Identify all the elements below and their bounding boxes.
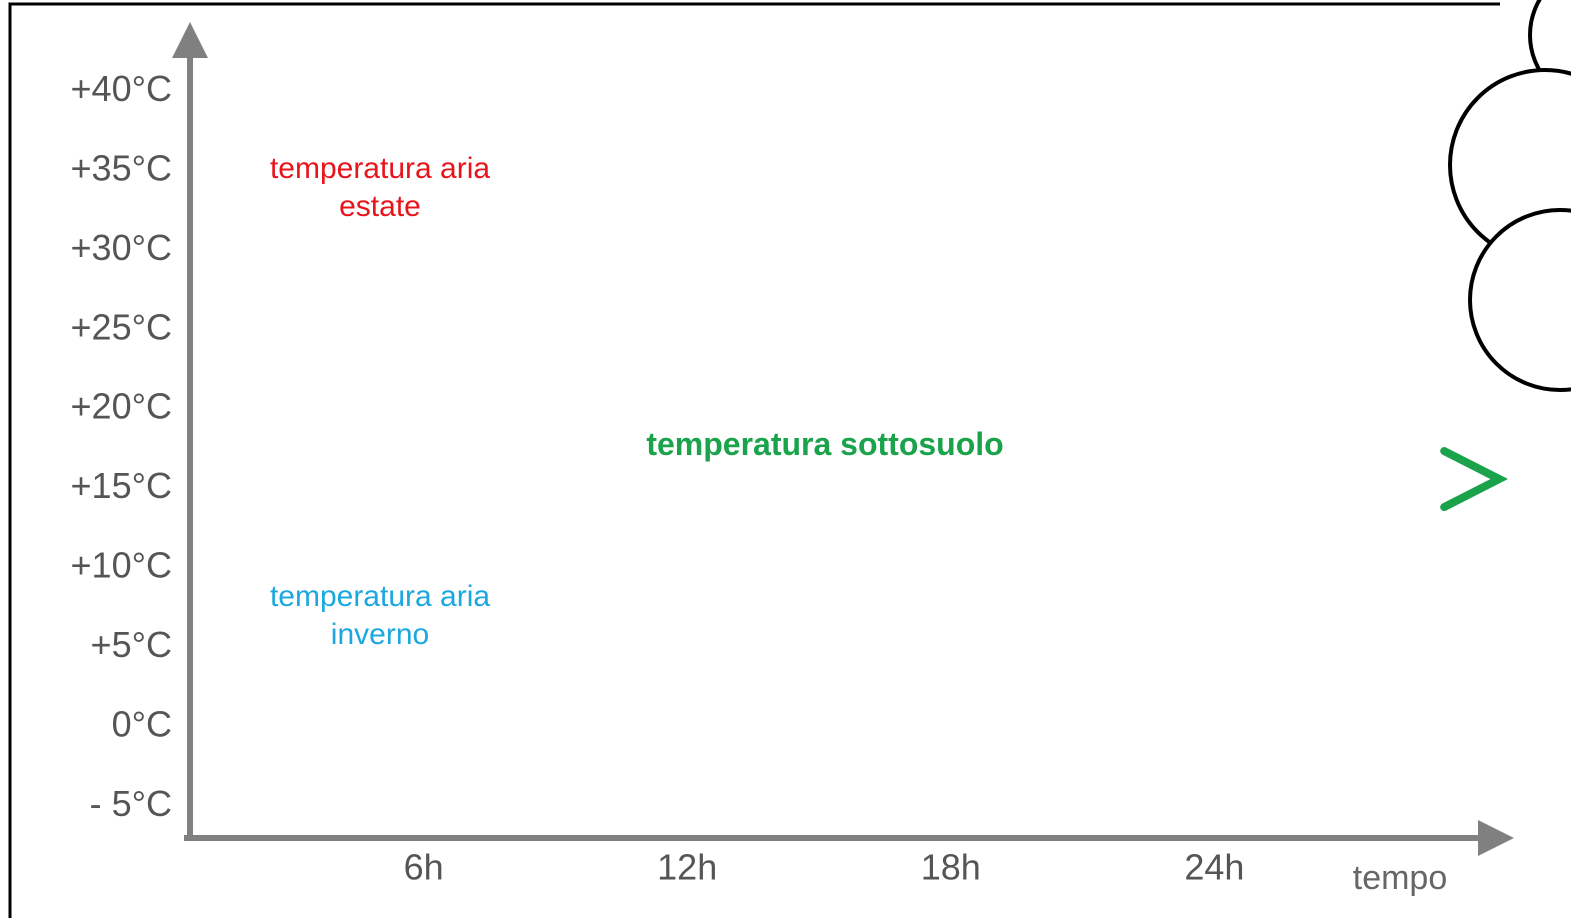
x-tick-label: 24h <box>1184 847 1244 888</box>
x-tick-label: 6h <box>404 847 444 888</box>
y-tick-label: +15°C <box>71 465 172 506</box>
cloud-drawing <box>1450 0 1571 390</box>
page: tempo +40°C +35°C +30°C +25°C +20°C +15°C +10°… <box>0 0 1571 922</box>
y-tick-label: +5°C <box>91 624 172 665</box>
x-tick-label: 18h <box>921 847 981 888</box>
y-tick-label: +35°C <box>71 147 172 188</box>
y-tick-label: +10°C <box>71 545 172 586</box>
y-tick-label: +25°C <box>71 306 172 347</box>
x-tick-label: 12h <box>657 847 717 888</box>
y-tick-label: 0°C <box>112 703 172 744</box>
y-tick-label: - 5°C <box>90 783 172 824</box>
y-tick-label: +20°C <box>71 386 172 427</box>
series-label: temperatura aria estate <box>230 150 530 226</box>
arrow-head <box>1444 451 1499 507</box>
y-tick-label: +40°C <box>71 68 172 109</box>
series-label: temperatura sottosuolo <box>560 425 1090 463</box>
x-axis-label: tempo <box>1353 859 1448 897</box>
series-label: temperatura aria inverno <box>230 578 530 654</box>
y-tick-label: +30°C <box>71 227 172 268</box>
